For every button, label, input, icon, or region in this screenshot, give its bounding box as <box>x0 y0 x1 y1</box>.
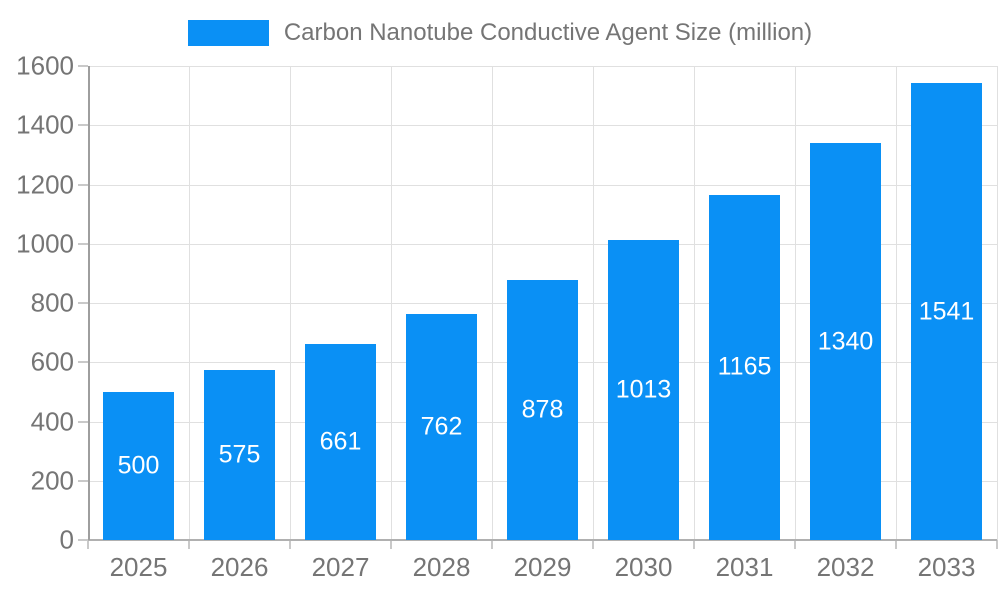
legend-item[interactable]: Carbon Nanotube Conductive Agent Size (m… <box>187 19 813 47</box>
x-axis-label: 2033 <box>917 552 976 582</box>
x-axis-tick <box>895 540 897 549</box>
bar-value-label: 1013 <box>615 375 672 404</box>
y-gridline <box>88 184 997 186</box>
legend: Carbon Nanotube Conductive Agent Size (m… <box>0 19 1000 47</box>
bar-value-label: 575 <box>218 440 261 469</box>
y-axis-tick <box>78 65 88 67</box>
bar-2029[interactable] <box>507 279 578 540</box>
x-axis-tick <box>390 540 392 549</box>
legend-swatch-icon <box>187 20 269 46</box>
x-axis-tick <box>996 540 998 549</box>
bar-value-label: 762 <box>420 412 463 441</box>
y-axis-tick <box>78 420 88 423</box>
y-gridline <box>88 66 997 67</box>
x-gridline <box>491 66 493 540</box>
y-axis-tick <box>78 302 88 304</box>
y-axis-tick <box>78 539 88 541</box>
x-gridline <box>289 66 291 540</box>
y-axis-label: 600 <box>30 346 74 377</box>
bar-2032[interactable] <box>810 143 881 540</box>
y-axis-tick <box>78 242 88 245</box>
bar-2026[interactable] <box>204 369 275 540</box>
y-axis-label: 1400 <box>16 109 74 140</box>
bar-2033[interactable] <box>911 83 982 540</box>
x-axis-tick <box>87 540 89 549</box>
y-axis-label: 0 <box>59 524 74 555</box>
y-axis-label: 400 <box>30 406 74 436</box>
x-axis-tick <box>289 540 291 549</box>
x-axis-label: 2028 <box>412 552 471 582</box>
x-axis-label: 2025 <box>109 552 168 582</box>
x-gridline <box>794 66 796 540</box>
x-axis-tick <box>491 540 493 549</box>
bar-2028[interactable] <box>406 314 477 540</box>
y-axis-line <box>88 66 90 540</box>
x-axis-label: 2031 <box>715 552 774 582</box>
bar-2025[interactable] <box>103 391 174 540</box>
bar-value-label: 1165 <box>717 352 772 381</box>
x-axis-label: 2030 <box>614 552 673 582</box>
bar-2027[interactable] <box>305 344 376 540</box>
x-axis-label: 2027 <box>311 552 370 582</box>
bar-value-label: 661 <box>319 427 362 456</box>
x-gridline <box>188 66 190 540</box>
y-axis-label: 200 <box>30 465 74 496</box>
y-axis-tick <box>78 183 88 186</box>
x-gridline <box>996 66 998 540</box>
y-axis-tick <box>78 361 88 364</box>
y-axis-label: 1600 <box>16 50 74 81</box>
bar-2031[interactable] <box>709 194 780 540</box>
bar-value-label: 878 <box>521 395 564 424</box>
x-axis-label: 2032 <box>816 552 875 582</box>
x-axis-label: 2026 <box>210 552 269 582</box>
x-axis-tick <box>592 540 594 549</box>
bar-value-label: 1541 <box>918 297 975 326</box>
x-gridline <box>895 66 897 540</box>
x-axis-label: 2029 <box>513 552 572 582</box>
x-gridline <box>390 66 392 540</box>
bar-value-label: 500 <box>117 451 160 480</box>
x-gridline <box>592 66 594 540</box>
y-axis-label: 1200 <box>16 169 74 199</box>
x-axis-tick <box>693 540 695 549</box>
y-axis-label: 800 <box>30 287 74 318</box>
bar-value-label: 1340 <box>817 327 874 356</box>
x-axis-tick <box>794 540 796 549</box>
y-gridline <box>88 243 997 245</box>
y-gridline <box>88 125 997 127</box>
bar-2030[interactable] <box>608 239 679 540</box>
x-axis-tick <box>188 540 190 549</box>
plot-area: 0 200 400 600 800 1000 1200 1400 1600 500 2025 575 2… <box>16 51 998 582</box>
y-axis-tick <box>78 124 88 127</box>
x-axis-line <box>88 539 997 541</box>
x-gridline <box>693 66 695 540</box>
legend-label: Carbon Nanotube Conductive Agent Size (m… <box>283 19 813 46</box>
y-axis-label: 1000 <box>16 228 74 259</box>
y-axis-tick <box>78 479 88 482</box>
